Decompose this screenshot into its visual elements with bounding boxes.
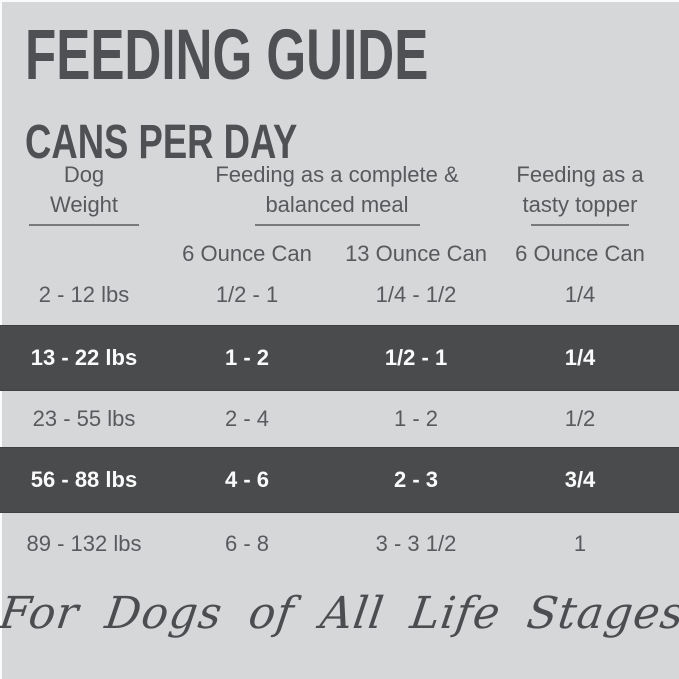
sub-header-13oz-meal: 13 Ounce Can	[345, 241, 487, 266]
cell-meal-13oz: 1/2 - 1	[384, 345, 448, 370]
cell-meal-6oz: 4 - 6	[224, 467, 270, 492]
table-row: 89 - 132 lbs 6 - 8 3 - 3 1/2 1	[0, 513, 679, 575]
cell-topper-6oz: 1/2	[564, 406, 596, 431]
column-group-label-line2: tasty topper	[522, 192, 638, 217]
page-title: FEEDING GUIDE	[25, 16, 429, 95]
cell-weight: 23 - 55 lbs	[32, 406, 136, 431]
column-group-label-line2: balanced meal	[265, 192, 409, 217]
column-group-label-line1: Feeding as a	[516, 162, 644, 187]
cell-meal-6oz: 1 - 2	[224, 345, 270, 370]
header-underline	[29, 224, 139, 226]
page-subtitle: CANS PER DAY	[25, 116, 298, 169]
table-row: 2 - 12 lbs 1/2 - 1 1/4 - 1/2 1/4	[0, 265, 679, 325]
table-row-highlighted: 13 - 22 lbs 1 - 2 1/2 - 1 1/4	[0, 325, 679, 391]
column-group-label-line1: Dog	[63, 162, 105, 187]
column-group-tasty-topper: Feeding as a tasty topper	[506, 160, 654, 226]
column-group-label-line1: Feeding as a complete &	[215, 162, 459, 187]
sub-header-spacer	[0, 243, 168, 265]
table-row: 23 - 55 lbs 2 - 4 1 - 2 1/2	[0, 391, 679, 447]
table-header: Dog Weight Feeding as a complete & balan…	[0, 160, 679, 265]
cell-weight: 2 - 12 lbs	[38, 282, 130, 307]
life-stages-tagline: For Dogs of All Life Stages	[0, 588, 679, 639]
cell-meal-13oz: 3 - 3 1/2	[375, 531, 457, 556]
header-underline	[254, 224, 420, 226]
cell-topper-6oz: 3/4	[564, 467, 596, 492]
cell-meal-13oz: 1/4 - 1/2	[375, 282, 457, 307]
column-group-dog-weight: Dog Weight	[0, 160, 168, 226]
table-row-highlighted: 56 - 88 lbs 4 - 6 2 - 3 3/4	[0, 447, 679, 513]
cell-meal-6oz: 1/2 - 1	[215, 282, 279, 307]
cell-weight: 13 - 22 lbs	[30, 345, 138, 370]
column-group-complete-meal: Feeding as a complete & balanced meal	[168, 160, 506, 226]
column-group-row: Dog Weight Feeding as a complete & balan…	[0, 160, 679, 226]
cell-topper-6oz: 1/4	[564, 282, 596, 307]
sub-header-6oz-topper: 6 Ounce Can	[515, 241, 645, 266]
cell-weight: 56 - 88 lbs	[30, 467, 138, 492]
cell-topper-6oz: 1	[573, 531, 587, 556]
sub-header-row: 6 Ounce Can 13 Ounce Can 6 Ounce Can	[0, 243, 679, 265]
cell-meal-6oz: 6 - 8	[224, 531, 270, 556]
cell-meal-6oz: 2 - 4	[224, 406, 270, 431]
column-group-label-line2: Weight	[49, 192, 119, 217]
header-underline	[531, 224, 629, 226]
cell-meal-13oz: 1 - 2	[393, 406, 439, 431]
table-body: 2 - 12 lbs 1/2 - 1 1/4 - 1/2 1/4 13 - 22…	[0, 265, 679, 575]
cell-weight: 89 - 132 lbs	[26, 531, 142, 556]
cell-topper-6oz: 1/4	[564, 345, 596, 370]
sub-header-6oz-meal: 6 Ounce Can	[182, 241, 312, 266]
cell-meal-13oz: 2 - 3	[393, 467, 439, 492]
